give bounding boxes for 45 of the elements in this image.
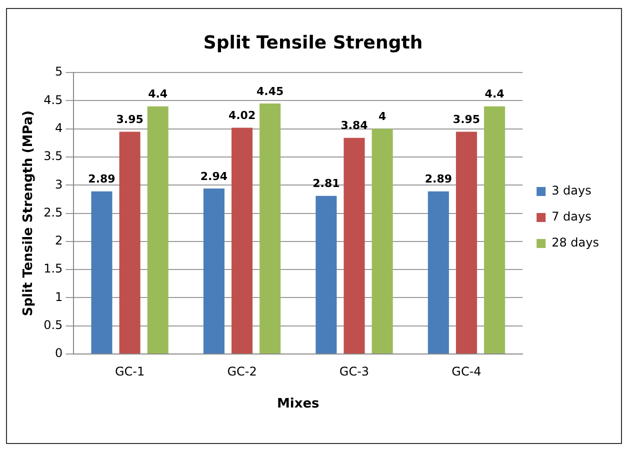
- bar: [428, 191, 449, 354]
- data-label: 2.89: [88, 172, 116, 186]
- y-tick-label: 4: [55, 121, 63, 136]
- legend-label: 3 days: [552, 184, 592, 198]
- data-label: 2.94: [200, 170, 228, 183]
- x-tick-label: GC-1: [114, 364, 145, 378]
- y-tick-label: 3: [55, 177, 63, 192]
- data-label: 4.4: [148, 88, 168, 101]
- legend-label: 28 days: [552, 236, 600, 250]
- data-label: 4.4: [484, 88, 505, 101]
- chart-title: Split Tensile Strength: [203, 32, 423, 54]
- bar: [260, 104, 281, 354]
- bar: [456, 132, 477, 354]
- data-label: 2.81: [312, 177, 340, 190]
- bar: [203, 188, 224, 354]
- bar: [316, 196, 337, 354]
- y-tick-label: 0: [55, 346, 63, 360]
- bar: [119, 132, 140, 354]
- data-label: 2.89: [424, 172, 452, 186]
- y-tick-label: 1: [55, 290, 63, 304]
- x-tick-label: GC-2: [227, 364, 257, 378]
- y-tick-label: 4.5: [44, 92, 63, 107]
- x-axis-title: Mixes: [276, 396, 320, 412]
- y-tick-label: 1.5: [44, 262, 63, 276]
- y-tick-label: 2.5: [44, 205, 63, 220]
- bar: [232, 128, 253, 354]
- bar: [91, 191, 112, 354]
- data-label: 4.45: [256, 84, 284, 98]
- bar: [344, 138, 365, 354]
- y-tick-label: 5: [55, 64, 63, 79]
- y-tick-label: 0.5: [44, 318, 63, 332]
- bar: [147, 106, 168, 354]
- y-tick-label: 3.5: [44, 149, 63, 164]
- y-tick-label: 2: [55, 234, 63, 248]
- data-label: 4.02: [228, 109, 256, 122]
- x-tick-label: GC-4: [452, 364, 482, 378]
- legend-label: 7 days: [552, 210, 592, 224]
- bar: [484, 106, 506, 354]
- bar: [372, 128, 393, 354]
- y-axis-title: Split Tensile Strength (MPa): [21, 110, 36, 316]
- data-label: 3.95: [452, 113, 480, 126]
- data-label: 4: [378, 110, 386, 124]
- data-label: 3.95: [116, 113, 144, 126]
- x-tick-label: GC-3: [339, 364, 370, 378]
- data-label: 3.84: [340, 119, 368, 132]
